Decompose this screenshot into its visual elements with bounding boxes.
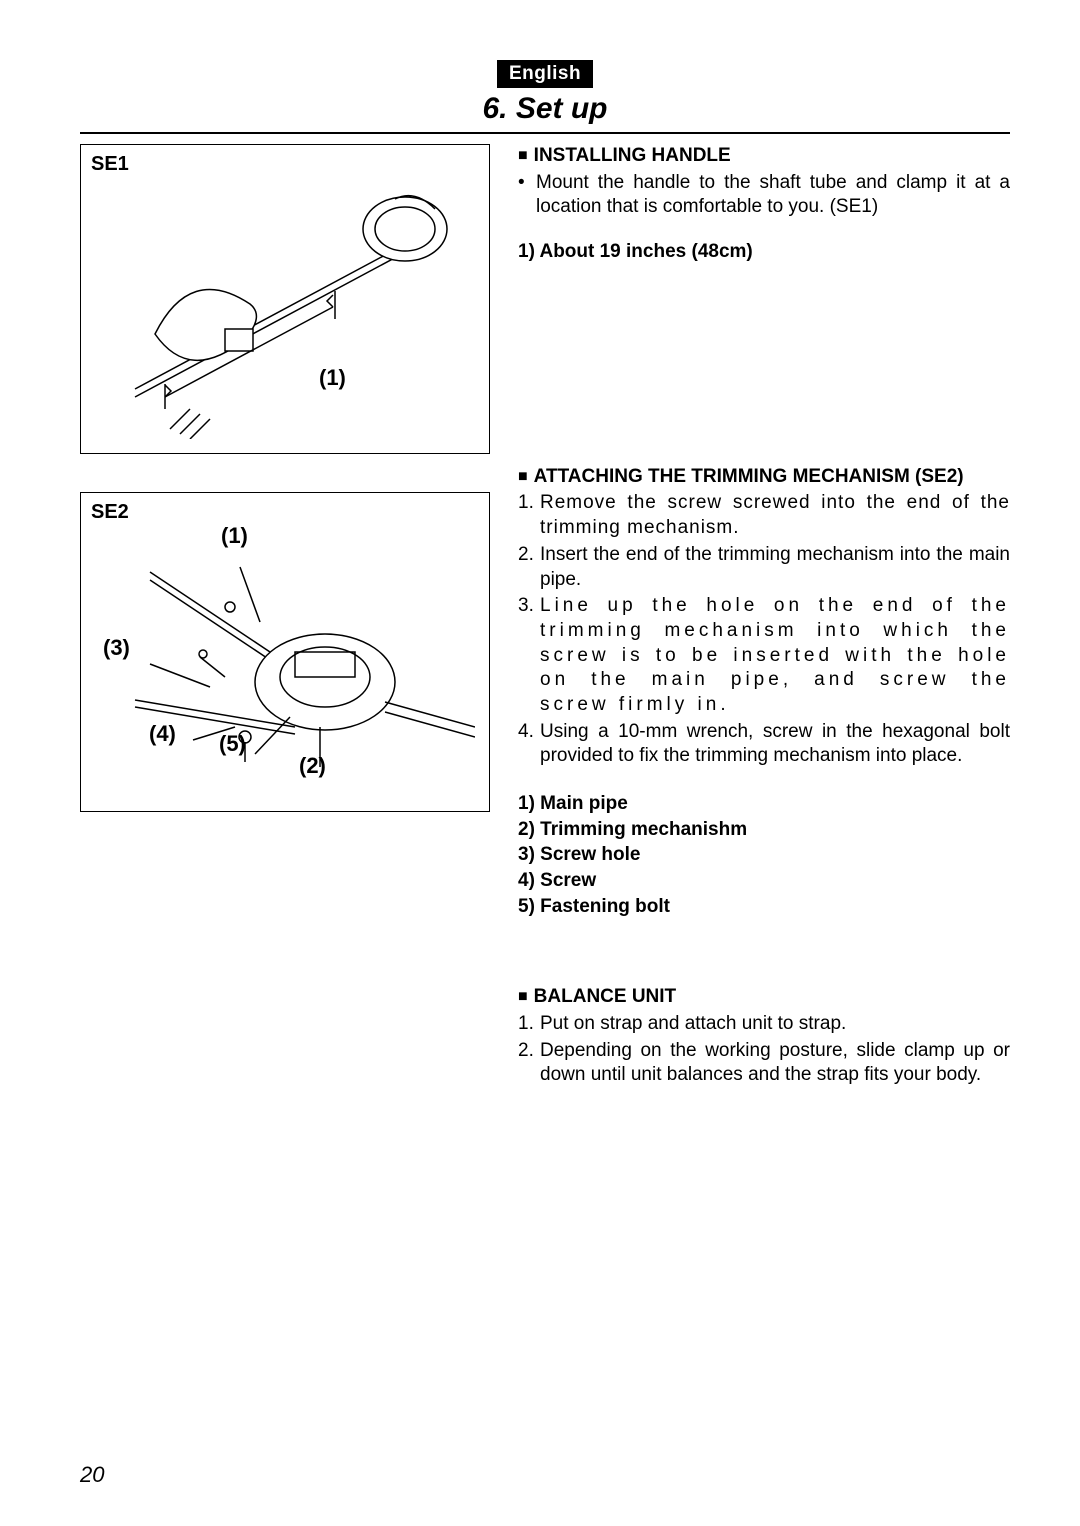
heading-text: BALANCE UNIT	[534, 986, 677, 1007]
bullet-text: Mount the handle to the shaft tube and c…	[536, 171, 1010, 220]
step-number: 1.	[518, 491, 540, 540]
figure-se2-callout-1: (1)	[221, 523, 248, 549]
figure-se2-diagram	[81, 493, 489, 811]
step-text: Put on strap and attach unit to strap.	[540, 1012, 1010, 1037]
square-bullet-icon: ■	[518, 468, 528, 485]
attaching-heading: ■ ATTACHING THE TRIMMING MECHANISM (SE2)	[518, 465, 1010, 490]
installing-handle-bullet: • Mount the handle to the shaft tube and…	[518, 171, 1010, 220]
square-bullet-icon: ■	[518, 988, 528, 1005]
installing-handle-heading: ■ INSTALLING HANDLE	[518, 144, 1010, 169]
figure-se2-callout-2: (2)	[299, 753, 326, 779]
heading-text: ATTACHING THE TRIMMING MECHANISM (SE2)	[534, 466, 964, 487]
balance-step-1: 1. Put on strap and attach unit to strap…	[518, 1012, 1010, 1037]
square-bullet-icon: ■	[518, 147, 528, 164]
page-number: 20	[80, 1462, 104, 1488]
header-rule	[80, 132, 1010, 134]
legend-item-1: 1) Main pipe	[518, 791, 1010, 817]
figure-se1-diagram	[81, 145, 489, 453]
content-columns: SE1	[80, 144, 1010, 1088]
installing-handle-legend-1: 1) About 19 inches (48cm)	[518, 240, 1010, 265]
step-text: Line up the hole on the end of the trimm…	[540, 594, 1010, 717]
step-text: Depending on the working posture, slide …	[540, 1039, 1010, 1088]
trimming-mechanism-icon	[95, 502, 475, 802]
figures-column: SE1	[80, 144, 490, 1088]
bullet-dot-icon: •	[518, 171, 536, 220]
figure-se2-callout-3: (3)	[103, 635, 130, 661]
balance-heading: ■ BALANCE UNIT	[518, 985, 1010, 1010]
step-text: Using a 10-mm wrench, screw in the hexag…	[540, 720, 1010, 769]
figure-se2-callout-4: (4)	[149, 721, 176, 747]
attaching-legend: 1) Main pipe 2) Trimming mechanishm 3) S…	[518, 791, 1010, 919]
legend-item-4: 4) Screw	[518, 868, 1010, 894]
figure-se2: SE2	[80, 492, 490, 812]
figure-se2-callout-5: (5)	[219, 731, 246, 757]
language-badge: English	[497, 60, 593, 88]
chapter-title: 6. Set up	[80, 92, 1010, 126]
step-number: 2.	[518, 1039, 540, 1088]
attaching-step-1: 1. Remove the screw screwed into the end…	[518, 491, 1010, 540]
page-header: English	[80, 60, 1010, 88]
step-number: 4.	[518, 720, 540, 769]
legend-item-2: 2) Trimming mechanishm	[518, 817, 1010, 843]
text-column: ■ INSTALLING HANDLE • Mount the handle to…	[518, 144, 1010, 1088]
step-text: Remove the screw screwed into the end of…	[540, 491, 1010, 540]
attaching-step-2: 2. Insert the end of the trimming mechan…	[518, 543, 1010, 592]
figure-se1-callout-1: (1)	[319, 365, 346, 391]
step-number: 1.	[518, 1012, 540, 1037]
step-number: 2.	[518, 543, 540, 592]
attaching-step-4: 4. Using a 10-mm wrench, screw in the he…	[518, 720, 1010, 769]
heading-text: INSTALLING HANDLE	[534, 145, 731, 166]
balance-step-2: 2. Depending on the working posture, sli…	[518, 1039, 1010, 1088]
trimmer-handle-icon	[95, 159, 475, 439]
step-text: Insert the end of the trimming mechanism…	[540, 543, 1010, 592]
attaching-step-3: 3. Line up the hole on the end of the tr…	[518, 594, 1010, 717]
legend-item-3: 3) Screw hole	[518, 842, 1010, 868]
figure-se1: SE1	[80, 144, 490, 454]
legend-item-5: 5) Fastening bolt	[518, 894, 1010, 920]
step-number: 3.	[518, 594, 540, 717]
